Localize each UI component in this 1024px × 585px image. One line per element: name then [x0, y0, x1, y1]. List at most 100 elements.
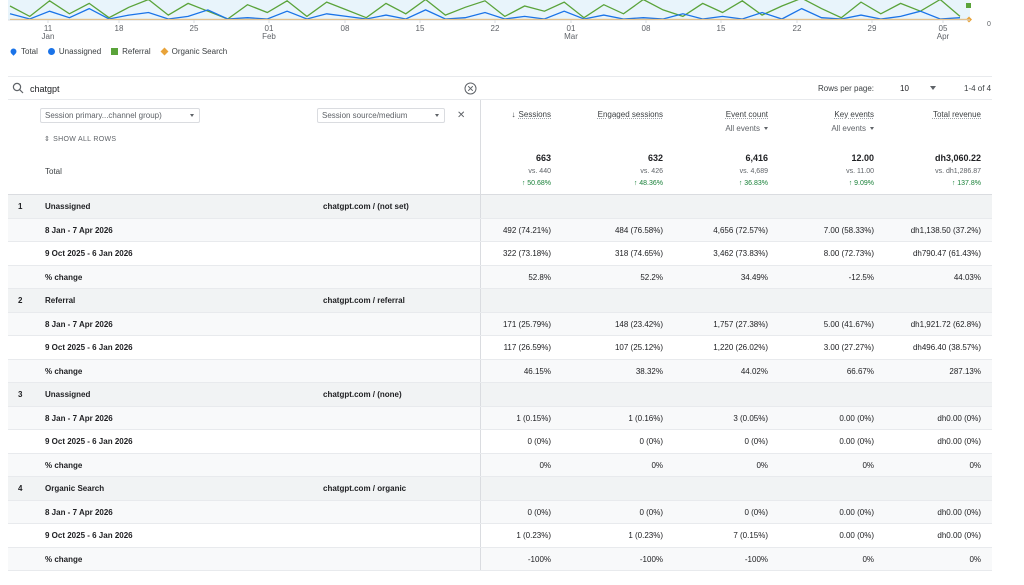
- metric-cell: dh0.00 (0%): [937, 507, 981, 517]
- table-row-group[interactable]: 3 Unassigned chatgpt.com / (none): [8, 383, 992, 407]
- metric-cell: 3,462 (73.83%): [713, 249, 768, 258]
- metric-cell: 107 (25.12%): [614, 343, 663, 352]
- x-tick-day: 01: [265, 24, 274, 33]
- table-row: 9 Oct 2025 - 6 Jan 2026 1 (0.23%) 1 (0.23%…: [8, 524, 992, 548]
- column-divider: [480, 547, 481, 570]
- metric-cell: 0.00 (0%): [839, 413, 874, 423]
- table-row: 8 Jan - 7 Apr 2026 492 (74.21%) 484 (76.58…: [8, 218, 992, 242]
- metric-header-button[interactable]: Key events: [834, 110, 874, 119]
- legend-item[interactable]: Unassigned: [47, 47, 101, 56]
- column-divider: [480, 289, 481, 312]
- comparison-label: 8 Jan - 7 Apr 2026: [45, 319, 113, 329]
- referral-end-marker: [966, 3, 971, 8]
- x-tick-day: 08: [341, 24, 350, 33]
- secondary-dimension-label: Session source/medium: [322, 111, 408, 120]
- metric-total-comparison: vs. 11.00: [846, 168, 874, 175]
- metric-title: Event count: [725, 110, 768, 119]
- metric-total-change: ↑ 9.09%: [848, 180, 874, 187]
- table-row: 9 Oct 2025 - 6 Jan 2026 0 (0%) 0 (0%) 0 (0%…: [8, 430, 992, 454]
- show-all-rows-button[interactable]: ⇕ SHOW ALL ROWS: [44, 135, 116, 144]
- search-input[interactable]: [30, 81, 450, 96]
- metric-cell: 0.00 (0%): [839, 531, 874, 540]
- report-table: Session primary...channel group) Session…: [8, 100, 992, 571]
- source-medium-cell: chatgpt.com / (not set): [323, 202, 409, 211]
- metric-total-change: ↑ 36.83%: [738, 180, 768, 187]
- metric-total-comparison: vs. 4,689: [739, 168, 768, 175]
- metric-header-button[interactable]: ↓ Sessions: [512, 110, 551, 119]
- table-row: 8 Jan - 7 Apr 2026 171 (25.79%) 148 (23.42…: [8, 312, 992, 336]
- metric-cell: dh496.40 (38.57%): [912, 343, 981, 352]
- rows-per-page-label: Rows per page:: [818, 84, 875, 93]
- chevron-down-icon: [764, 127, 768, 130]
- table-row-group[interactable]: 4 Organic Search chatgpt.com / organic: [8, 477, 992, 501]
- metric-cell: 1 (0.23%): [516, 531, 551, 540]
- legend-item[interactable]: Organic Search: [160, 47, 227, 56]
- metric-title: Engaged sessions: [597, 110, 663, 119]
- comparison-label: 9 Oct 2025 - 6 Jan 2026: [45, 249, 133, 258]
- column-divider: [480, 500, 481, 523]
- metric-cell: dh0.00 (0%): [937, 531, 981, 540]
- metric-header-button[interactable]: Engaged sessions: [598, 110, 663, 119]
- metric-cell: 34.49%: [740, 272, 768, 282]
- metric-cell: 1 (0.15%): [516, 413, 551, 423]
- metric-cell: 322 (73.18%): [502, 249, 551, 258]
- column-divider: [480, 100, 481, 195]
- comparison-label: 8 Jan - 7 Apr 2026: [45, 413, 113, 423]
- metric-cell: dh1,138.50 (37.2%): [910, 225, 981, 235]
- metric-cell: 287.13%: [949, 366, 981, 376]
- metric-cell: 1,220 (26.02%): [713, 343, 768, 352]
- column-divider: [480, 383, 481, 406]
- metric-cell: 318 (74.65%): [614, 249, 663, 258]
- source-medium-cell: chatgpt.com / organic: [323, 484, 407, 493]
- metric-column-0: ↓ Sessions 663 vs. 440 ↑ 50.68%: [447, 100, 551, 195]
- channel-group-cell: Organic Search: [45, 484, 105, 493]
- comparison-label: 8 Jan - 7 Apr 2026: [45, 225, 113, 235]
- metric-cell: 0 (0%): [639, 437, 663, 446]
- metric-cell: dh1,921.72 (62.8%): [910, 319, 981, 329]
- table-row-group[interactable]: 1 Unassigned chatgpt.com / (not set): [8, 195, 992, 219]
- metric-cell: -100%: [744, 554, 768, 564]
- total-drop-icon: [9, 47, 18, 56]
- x-tick-day: 05: [939, 24, 948, 33]
- source-medium-cell: chatgpt.com / referral: [323, 296, 405, 305]
- secondary-dimension-select[interactable]: Session source/medium: [317, 108, 445, 123]
- metric-total-value: 6,416: [745, 153, 768, 163]
- metric-title: Sessions: [518, 110, 551, 119]
- source-medium-cell: chatgpt.com / (none): [323, 390, 402, 399]
- primary-dimension-select[interactable]: Session primary...channel group): [40, 108, 200, 123]
- metric-total-comparison: vs. 426: [640, 168, 663, 175]
- legend-item[interactable]: Total: [9, 47, 38, 56]
- metric-cell: 0 (0%): [639, 507, 663, 517]
- metric-header-button[interactable]: Event count: [726, 110, 768, 119]
- comparison-label: % change: [45, 460, 83, 470]
- table-body: 1 Unassigned chatgpt.com / (not set) 8 Jan …: [8, 195, 992, 571]
- metric-header-button[interactable]: Total revenue: [933, 110, 981, 119]
- metric-cell: 4,656 (72.57%): [713, 225, 768, 235]
- rows-per-page-select[interactable]: 10: [892, 82, 940, 96]
- legend-item[interactable]: Referral: [111, 47, 151, 56]
- metric-total-comparison: vs. 440: [528, 168, 551, 175]
- total-row-label: Total: [45, 167, 62, 176]
- x-tick-day: 11: [44, 24, 53, 33]
- circle-icon: [47, 48, 55, 55]
- metric-cell: 0 (0%): [527, 507, 551, 517]
- legend-label: Total: [21, 47, 38, 56]
- metric-cell: 117 (26.59%): [503, 343, 551, 352]
- event-filter-select[interactable]: All events: [725, 124, 768, 133]
- remove-dimension-close-icon[interactable]: ✕: [457, 110, 466, 121]
- metric-cell: 44.02%: [740, 366, 768, 376]
- event-filter-select[interactable]: All events: [831, 124, 874, 133]
- chevron-down-icon: [190, 114, 194, 117]
- metric-cell: 7.00 (58.33%): [823, 225, 874, 235]
- metric-cell: 5.00 (41.67%): [823, 319, 874, 329]
- metric-cell: 0%: [862, 460, 874, 470]
- clear-search-icon[interactable]: [464, 82, 477, 95]
- metric-column-4: Total revenue dh3,060.22 vs. dh1,286.87 ↑ 1…: [877, 100, 981, 195]
- row-index: 4: [18, 484, 23, 493]
- referral-series-line: [9, 0, 961, 20]
- expand-collapse-icon: ⇕: [44, 136, 51, 143]
- metric-cell: 66.67%: [846, 366, 874, 376]
- table-row-group[interactable]: 2 Referral chatgpt.com / referral: [8, 289, 992, 313]
- metric-column-3: Key events All events 12.00 vs. 11.00 ↑ 9.09…: [770, 100, 874, 195]
- metric-cell: -12.5%: [848, 272, 874, 282]
